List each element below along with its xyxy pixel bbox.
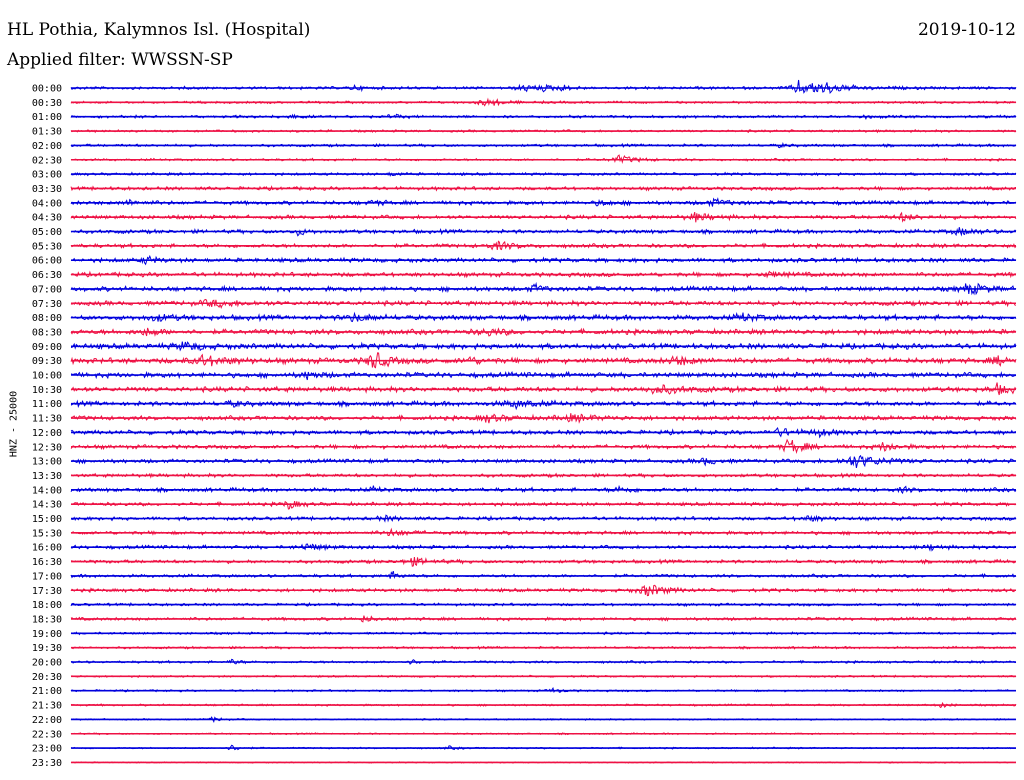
time-tick-label: 21:00 — [32, 686, 62, 697]
date-label: 2019-10-12 — [917, 20, 1016, 40]
time-tick-label: 08:30 — [32, 327, 62, 338]
trace-line — [70, 270, 1017, 279]
trace-line — [70, 399, 1017, 411]
time-tick-label: 00:30 — [32, 98, 62, 109]
time-tick-label: 15:00 — [32, 514, 62, 525]
time-tick-label: 10:00 — [32, 371, 62, 382]
time-tick-label: 09:00 — [32, 342, 62, 353]
time-tick-label: 06:30 — [32, 270, 62, 281]
time-tick-label: 18:00 — [32, 600, 62, 611]
time-tick-label: 23:30 — [32, 758, 62, 769]
time-tick-label: 07:00 — [32, 284, 62, 295]
time-tick-label: 14:00 — [32, 485, 62, 496]
time-tick-label: 12:00 — [32, 428, 62, 439]
time-tick-label: 13:30 — [32, 471, 62, 482]
time-tick-label: 19:00 — [32, 629, 62, 640]
time-tick-label: 21:30 — [32, 701, 62, 712]
time-tick-label: 09:30 — [32, 356, 62, 367]
time-tick-label: 10:30 — [32, 385, 62, 396]
time-tick-label: 11:00 — [32, 399, 62, 410]
time-tick-label: 07:30 — [32, 299, 62, 310]
time-tick-label: 04:30 — [32, 213, 62, 224]
filter-label: Applied filter: WWSSN-SP — [7, 50, 233, 70]
time-tick-label: 08:00 — [32, 313, 62, 324]
time-tick-label: 14:30 — [32, 500, 62, 511]
time-tick-label: 03:00 — [32, 170, 62, 181]
time-tick-label: 02:00 — [32, 141, 62, 152]
trace-line — [70, 500, 1017, 510]
time-tick-label: 17:00 — [32, 571, 62, 582]
time-tick-label: 20:00 — [32, 658, 62, 669]
time-tick-label: 02:30 — [32, 155, 62, 166]
trace-line — [70, 370, 1017, 381]
time-tick-label: 12:30 — [32, 442, 62, 453]
time-tick-label: 19:30 — [32, 643, 62, 654]
time-tick-label: 01:30 — [32, 127, 62, 138]
time-tick-label: 22:00 — [32, 715, 62, 726]
time-tick-label: 03:30 — [32, 184, 62, 195]
time-tick-label: 00:00 — [32, 84, 62, 95]
trace-line — [70, 426, 1017, 439]
time-tick-label: 23:00 — [32, 744, 62, 755]
time-tick-label: 05:00 — [32, 227, 62, 238]
time-tick-label: 18:30 — [32, 614, 62, 625]
station-title: HL Pothia, Kalymnos Isl. (Hospital) — [7, 20, 311, 40]
time-tick-label: 17:30 — [32, 586, 62, 597]
time-tick-label: 05:30 — [32, 241, 62, 252]
time-tick-label: 15:30 — [32, 528, 62, 539]
time-tick-label: 11:30 — [32, 414, 62, 425]
time-tick-label: 01:00 — [32, 112, 62, 123]
trace-line — [70, 79, 1017, 95]
trace-line — [70, 570, 1017, 580]
time-tick-label: 06:00 — [32, 256, 62, 267]
time-tick-label: 04:00 — [32, 198, 62, 209]
time-tick-label: 20:30 — [32, 672, 62, 683]
time-tick-label: 22:30 — [32, 729, 62, 740]
trace-line — [70, 154, 1017, 165]
time-tick-label: 13:00 — [32, 457, 62, 468]
time-tick-label: 16:30 — [32, 557, 62, 568]
time-tick-label: 16:00 — [32, 543, 62, 554]
